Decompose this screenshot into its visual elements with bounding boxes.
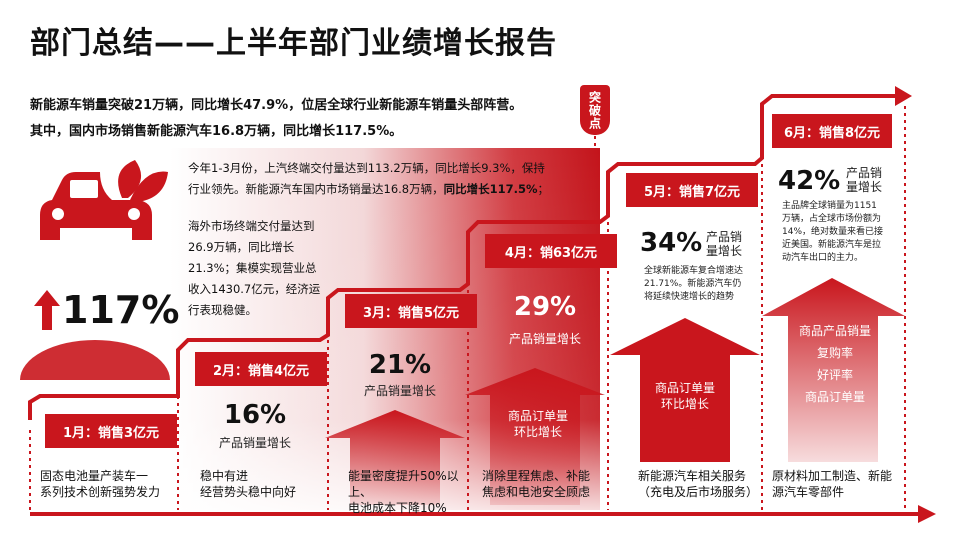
staircase-line bbox=[28, 94, 895, 420]
month-6-note-line: 万辆，占全球市场份额为 bbox=[782, 214, 882, 224]
month-5-note-line: 将延续快速增长的趋势 bbox=[644, 292, 735, 302]
month-6-note-line: 近美国。新能源汽车是拉 bbox=[782, 240, 882, 250]
bottom-line: 固态电池量产装车一 bbox=[40, 469, 149, 483]
month-5-sub-line: 产品销 bbox=[706, 230, 743, 244]
description-line-2: 行业领先。新能源汽车国内市场销量达16.8万辆，同比增长117.5%； bbox=[188, 179, 588, 200]
description-line: 今年1-3月份，上汽终端交付量达到113.2万辆，同比增长9.3%，保持 bbox=[188, 161, 545, 175]
month-4-arrow-label: 商品订单量 环比增长 bbox=[498, 408, 578, 440]
bottom-line: 新能源汽车相关服务 bbox=[638, 469, 747, 483]
bottom-line: 系列技术创新强势发力 bbox=[40, 485, 161, 499]
month-6-note-line: 主品牌全球销量为1151 bbox=[782, 201, 877, 211]
bottom-line: 源汽车零部件 bbox=[772, 485, 845, 499]
description-text: 行业领先。新能源汽车国内市场销量达16.8万辆， bbox=[188, 182, 444, 196]
arrow-label-line: 环比增长 bbox=[660, 397, 709, 411]
arrow-month5 bbox=[610, 318, 760, 462]
arrow-label-line: 商品订单量 bbox=[804, 390, 865, 404]
month-3-label: 3月：销售5亿元 bbox=[345, 294, 477, 328]
month-6-label: 6月：销售8亿元 bbox=[772, 114, 892, 148]
month-6-note-line: 动汽车出口的主力。 bbox=[782, 253, 864, 263]
bottom-line: 电池成本下降10% bbox=[348, 501, 447, 515]
bottom-line: 消除里程焦虑、补能 bbox=[482, 469, 591, 483]
month-4-label: 4月：销63亿元 bbox=[485, 234, 617, 268]
month-5-label: 5月：销售7亿元 bbox=[626, 173, 758, 207]
month-1-label: 1月：销售3亿元 bbox=[45, 414, 177, 448]
arrow-label-line: 复购率 bbox=[816, 346, 853, 360]
description-bold-text: 同比增长117.5% bbox=[443, 182, 538, 196]
month-2-sub: 产品销量增长 bbox=[218, 436, 291, 450]
month-2-pct: 16% bbox=[223, 400, 287, 430]
description-line: 行表现稳健。 bbox=[188, 303, 257, 317]
bottom-line: 经营势头稳中向好 bbox=[200, 485, 297, 499]
description-line: 21.3%；集模实现营业总 bbox=[188, 261, 317, 275]
hero-value: 117% bbox=[62, 288, 180, 332]
bottom-line: 稳中有进 bbox=[200, 469, 249, 483]
description-line: 26.9万辆，同比增长 bbox=[188, 240, 295, 254]
bottom-line: （充电及后市场服务） bbox=[638, 485, 759, 499]
bottom-line: 能量密度提升50%以上、 bbox=[348, 469, 459, 499]
breakthrough-label: 突破点 bbox=[587, 90, 602, 130]
description-line: 海外市场终端交付量达到 bbox=[188, 219, 315, 233]
month-5-note-line: 21.71%。新能源汽车仍 bbox=[644, 279, 742, 289]
month-3-pct: 21% bbox=[368, 350, 432, 380]
month-1-bottom: 固态电池量产装车一 系列技术创新强势发力 bbox=[40, 468, 175, 500]
car-leaf-icon bbox=[40, 160, 168, 240]
month-5-sub-line: 量增长 bbox=[706, 244, 743, 258]
month-6-sub-line: 产品销 bbox=[846, 166, 883, 180]
month-5-bottom: 新能源汽车相关服务 （充电及后市场服务） bbox=[638, 468, 763, 500]
month-6-pct: 42% bbox=[778, 166, 841, 196]
intro-line-2: 其中，国内市场销售新能源汽车16.8万辆，同比增长117.5%。 bbox=[30, 124, 403, 139]
bottom-line: 焦虑和电池安全顾虑 bbox=[482, 485, 591, 499]
description-line: 收入1430.7亿元，经济运 bbox=[188, 282, 321, 296]
month-4-bottom: 消除里程焦虑、补能 焦虑和电池安全顾虑 bbox=[482, 468, 612, 500]
month-5-sub: 产品销 量增长 bbox=[706, 230, 742, 258]
month-2-bottom: 稳中有进 经营势头稳中向好 bbox=[200, 468, 325, 500]
month-4-sub: 产品销量增长 bbox=[508, 332, 581, 346]
arrow-month3 bbox=[325, 410, 465, 505]
arrow-month4 bbox=[465, 368, 605, 505]
month-5-arrow-label: 商品订单量 环比增长 bbox=[645, 380, 725, 412]
description-end: ； bbox=[537, 182, 550, 196]
month-6-arrow-label: 商品产品销量 复购率 好评率 商品订单量 bbox=[790, 320, 880, 408]
page-title: 部门总结——上半年部门业绩增长报告 bbox=[30, 26, 557, 61]
month-3-bottom: 能量密度提升50%以上、 电池成本下降10% bbox=[348, 468, 478, 516]
month-4-pct: 29% bbox=[513, 292, 577, 322]
arrow-label-line: 商品产品销量 bbox=[798, 324, 871, 338]
intro-line-1: 新能源车销量突破21万辆，同比增长47.9%，位居全球行业新能源车销量头部阵营。 bbox=[30, 98, 523, 113]
month-6-sub-line: 量增长 bbox=[846, 180, 883, 194]
month-6-bottom: 原材料加工制造、新能 源汽车零部件 bbox=[772, 468, 902, 500]
month-2-label: 2月：销售4亿元 bbox=[195, 352, 327, 386]
description-para-1: 今年1-3月份，上汽终端交付量达到113.2万辆，同比增长9.3%，保持 行业领… bbox=[188, 158, 588, 200]
month-5-note: 全球新能源车复合增速达 21.71%。新能源汽车仍 将延续快速增长的趋势 bbox=[644, 265, 754, 304]
description-para-2: 海外市场终端交付量达到 26.9万辆，同比增长 21.3%；集模实现营业总 收入… bbox=[188, 216, 338, 321]
month-3-sub: 产品销量增长 bbox=[363, 384, 436, 398]
month-5-pct: 34% bbox=[640, 228, 703, 258]
month-6-note-line: 14%，绝对数量来看已接 bbox=[782, 227, 884, 237]
arrow-month6 bbox=[762, 278, 905, 462]
month-6-sub: 产品销 量增长 bbox=[846, 166, 882, 194]
up-arrow-icon bbox=[34, 290, 60, 330]
month-5-note-line: 全球新能源车复合增速达 bbox=[644, 266, 744, 276]
arrow-label-line: 好评率 bbox=[816, 368, 853, 382]
month-6-note: 主品牌全球销量为1151 万辆，占全球市场份额为 14%，绝对数量来看已接 近美… bbox=[782, 200, 898, 265]
arrow-label-line: 商品订单量 bbox=[654, 381, 715, 395]
bottom-line: 原材料加工制造、新能 bbox=[772, 469, 893, 483]
arrow-label-line: 环比增长 bbox=[513, 425, 562, 439]
breakthrough-badge: 突破点 bbox=[580, 85, 610, 135]
arrow-label-line: 商品订单量 bbox=[507, 409, 568, 423]
